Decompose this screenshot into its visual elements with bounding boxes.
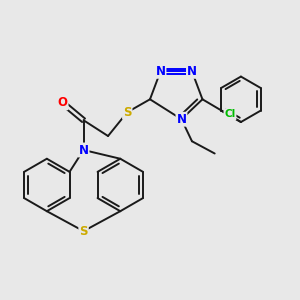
Text: Cl: Cl [224,109,236,119]
Text: N: N [155,65,166,78]
Text: S: S [79,225,88,238]
Text: N: N [79,143,88,157]
Text: N: N [187,65,197,78]
Text: N: N [176,113,187,126]
Text: O: O [58,96,68,109]
Text: S: S [123,106,131,119]
